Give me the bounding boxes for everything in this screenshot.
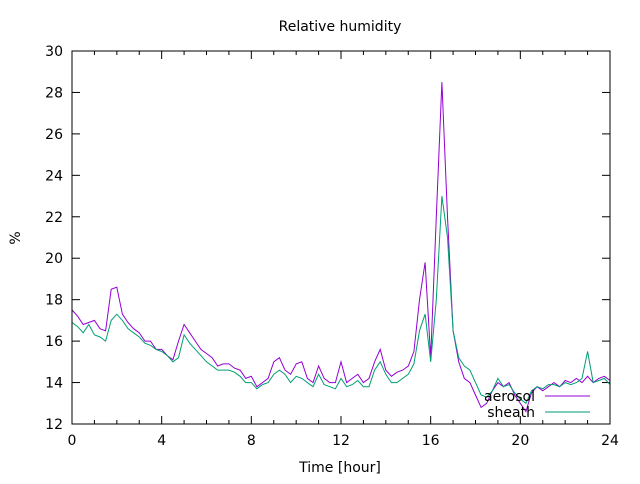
series-lines [71,82,611,413]
x-tick-label: 12 [332,433,350,449]
y-tick-label: 26 [45,127,63,143]
y-tick-label: 18 [45,293,63,309]
x-tick-label: 8 [247,433,256,449]
x-tick-label: 0 [68,433,77,449]
series-line-sheath [71,196,611,405]
x-tick-label: 20 [511,433,529,449]
y-axis-label: % [8,231,24,244]
x-tick-label: 24 [601,433,619,449]
x-tick-label: 4 [157,433,166,449]
y-tick-label: 14 [45,376,63,392]
chart-title: Relative humidity [279,19,402,35]
y-tick-label: 16 [45,334,63,350]
y-tick-label: 24 [45,168,63,184]
y-tick-label: 20 [45,251,63,267]
plot-frame [71,50,611,425]
legend-label-aerosol: aerosol [484,389,535,405]
x-tick-label: 16 [422,433,440,449]
y-tick-label: 22 [45,210,63,226]
series-line-aerosol [71,82,611,413]
legend-label-sheath: sheath [487,405,535,421]
y-tick-label: 12 [45,417,63,433]
y-tick-label: 30 [45,44,63,60]
axis-ticks: 12 14 16 18 20 22 24 26 28 30 0 4 8 12 16 20 24 [45,44,619,449]
y-tick-label: 28 [45,85,63,101]
x-axis-label: Time [hour] [298,460,381,476]
